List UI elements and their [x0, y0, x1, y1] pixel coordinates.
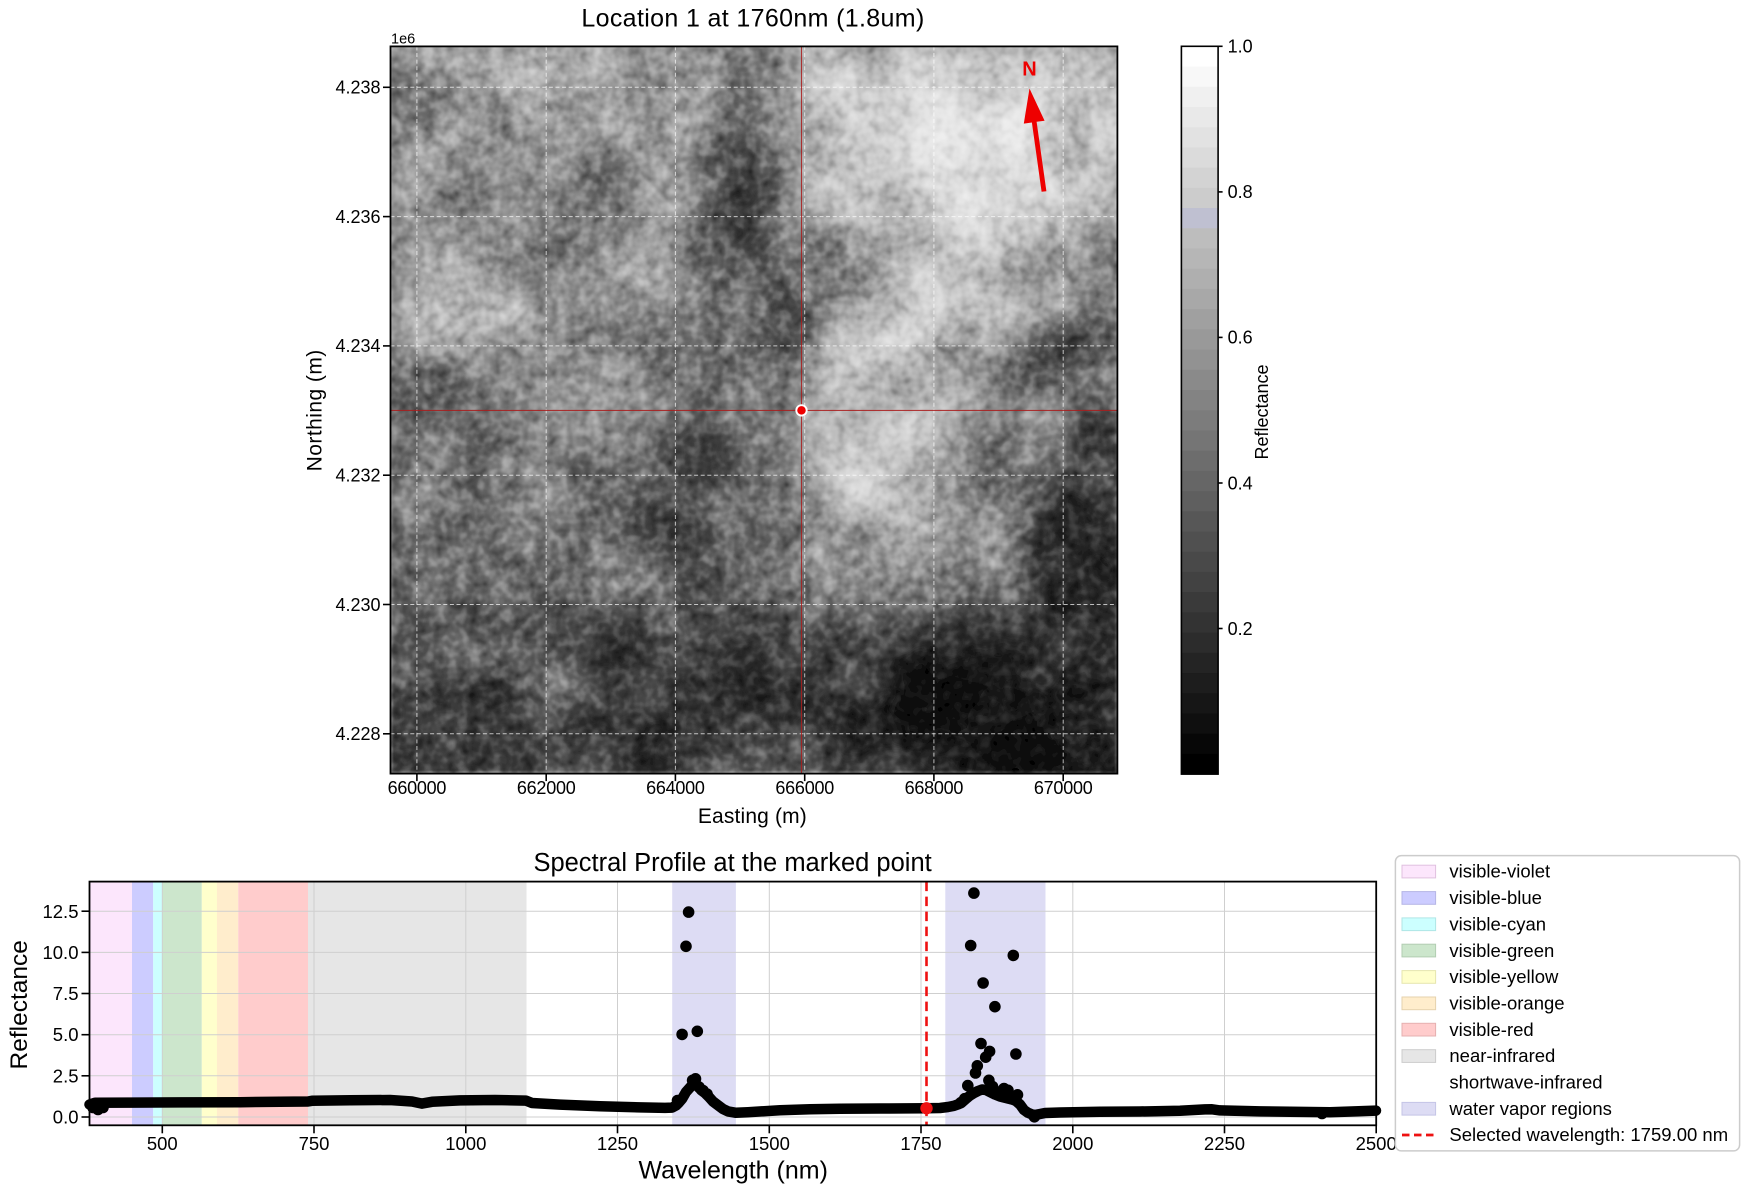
svg-text:664000: 664000 [646, 778, 705, 798]
svg-text:Reflectance: Reflectance [1252, 364, 1272, 459]
svg-text:668000: 668000 [905, 778, 964, 798]
svg-text:1250: 1250 [597, 1133, 638, 1154]
svg-text:0.4: 0.4 [1228, 473, 1253, 493]
svg-text:2250: 2250 [1204, 1133, 1245, 1154]
svg-text:500: 500 [147, 1133, 178, 1154]
svg-text:10.0: 10.0 [42, 942, 78, 963]
svg-text:Easting (m): Easting (m) [698, 805, 807, 828]
svg-text:visible-blue: visible-blue [1449, 887, 1542, 908]
svg-text:4.232: 4.232 [335, 466, 380, 486]
svg-text:Selected wavelength: 1759.00 n: Selected wavelength: 1759.00 nm [1449, 1124, 1728, 1145]
svg-text:1750: 1750 [900, 1133, 941, 1154]
svg-text:water vapor regions: water vapor regions [1448, 1098, 1611, 1119]
svg-text:4.230: 4.230 [335, 595, 380, 615]
svg-text:4.236: 4.236 [335, 207, 380, 227]
svg-text:visible-violet: visible-violet [1449, 861, 1550, 882]
svg-text:1.0: 1.0 [1228, 37, 1253, 57]
svg-text:Reflectance: Reflectance [6, 940, 33, 1069]
svg-text:Spectral Profile at the marked: Spectral Profile at the marked point [533, 849, 931, 877]
svg-text:2.5: 2.5 [53, 1065, 79, 1086]
svg-text:0.0: 0.0 [53, 1107, 79, 1128]
svg-text:12.5: 12.5 [42, 901, 78, 922]
svg-text:2500: 2500 [1356, 1133, 1397, 1154]
svg-text:1e6: 1e6 [391, 32, 415, 48]
svg-text:near-infrared: near-infrared [1449, 1045, 1555, 1066]
svg-text:visible-red: visible-red [1449, 1019, 1533, 1040]
svg-text:shortwave-infrared: shortwave-infrared [1449, 1072, 1602, 1093]
svg-text:visible-yellow: visible-yellow [1449, 966, 1559, 987]
svg-text:750: 750 [299, 1133, 330, 1154]
svg-text:660000: 660000 [388, 778, 447, 798]
svg-text:4.234: 4.234 [335, 336, 380, 356]
svg-text:1000: 1000 [445, 1133, 486, 1154]
svg-text:0.6: 0.6 [1228, 328, 1253, 348]
svg-text:N: N [1022, 59, 1036, 81]
svg-text:5.0: 5.0 [53, 1024, 79, 1045]
svg-text:Wavelength (nm): Wavelength (nm) [638, 1157, 827, 1185]
svg-text:visible-cyan: visible-cyan [1449, 913, 1546, 934]
svg-text:Location 1 at 1760nm (1.8um): Location 1 at 1760nm (1.8um) [581, 5, 924, 33]
svg-text:662000: 662000 [517, 778, 576, 798]
svg-text:visible-orange: visible-orange [1449, 993, 1564, 1014]
svg-text:0.2: 0.2 [1228, 619, 1253, 639]
svg-text:4.238: 4.238 [335, 78, 380, 98]
svg-text:0.8: 0.8 [1228, 182, 1253, 202]
svg-text:2000: 2000 [1052, 1133, 1093, 1154]
svg-text:666000: 666000 [775, 778, 834, 798]
svg-text:Northing (m): Northing (m) [304, 349, 327, 471]
svg-text:1500: 1500 [749, 1133, 790, 1154]
svg-text:visible-green: visible-green [1449, 940, 1554, 961]
svg-text:4.228: 4.228 [335, 724, 380, 744]
svg-text:7.5: 7.5 [53, 983, 79, 1004]
svg-text:670000: 670000 [1034, 778, 1093, 798]
